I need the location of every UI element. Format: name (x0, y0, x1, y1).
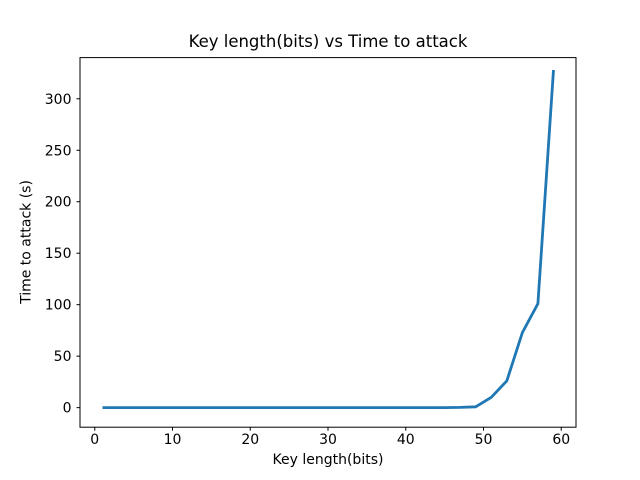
y-tick-label: 250 (45, 143, 72, 159)
y-axis-label: Time to attack (s) (18, 180, 35, 304)
x-axis-label: Key length(bits) (272, 452, 384, 468)
data-line (102, 69, 555, 410)
x-tick-label: 50 (475, 432, 493, 448)
y-tick-label: 50 (54, 349, 72, 365)
x-tick-label: 0 (90, 432, 99, 448)
y-tick-label: 0 (63, 401, 72, 417)
x-tick-label: 20 (241, 432, 259, 448)
y-tick-label: 200 (45, 195, 72, 211)
plot-area (79, 57, 577, 428)
y-tick-label: 300 (45, 92, 72, 108)
chart-title: Key length(bits) vs Time to attack (188, 32, 468, 51)
x-tick-label: 60 (552, 432, 570, 448)
x-tick-label: 40 (397, 432, 415, 448)
x-tick-label: 10 (164, 432, 182, 448)
x-tick-label: 30 (319, 432, 337, 448)
y-tick-label: 100 (45, 298, 72, 314)
y-tick-label: 150 (45, 246, 72, 262)
